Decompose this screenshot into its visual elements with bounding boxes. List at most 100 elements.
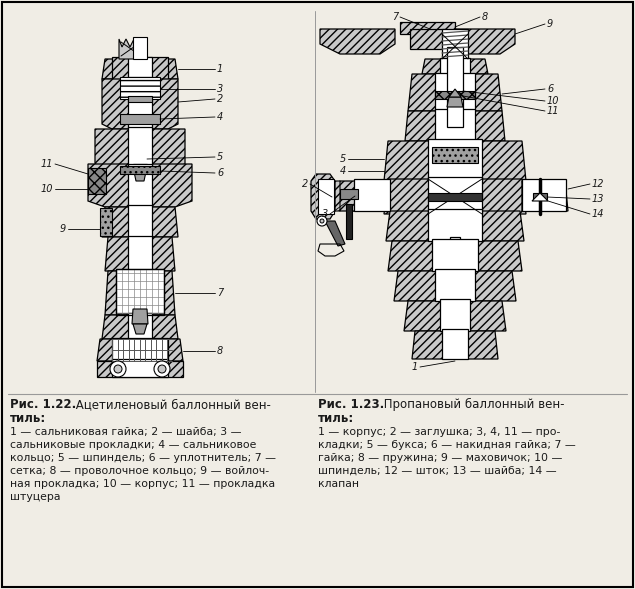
- Text: 8: 8: [482, 12, 488, 22]
- Polygon shape: [388, 241, 522, 271]
- Bar: [116, 269, 164, 313]
- Bar: [450, 237, 460, 309]
- Polygon shape: [522, 181, 568, 211]
- Text: 3: 3: [217, 84, 224, 94]
- Circle shape: [317, 216, 327, 226]
- Polygon shape: [440, 29, 515, 54]
- Bar: [354, 179, 390, 211]
- Bar: [100, 208, 112, 236]
- Bar: [432, 147, 478, 163]
- Bar: [435, 91, 475, 99]
- Bar: [88, 168, 106, 194]
- Text: 1 — сальниковая гайка; 2 — шайба; 3 —: 1 — сальниковая гайка; 2 — шайба; 3 —: [10, 427, 241, 437]
- Circle shape: [320, 219, 324, 223]
- Polygon shape: [102, 315, 178, 339]
- Polygon shape: [334, 181, 355, 211]
- Text: тиль:: тиль:: [10, 412, 46, 425]
- Text: Пропановый баллонный вен-: Пропановый баллонный вен-: [380, 398, 565, 411]
- Bar: [428, 139, 482, 181]
- Bar: [112, 359, 168, 377]
- Text: 7: 7: [217, 288, 224, 298]
- Polygon shape: [532, 193, 548, 201]
- Bar: [120, 166, 160, 174]
- Circle shape: [110, 361, 126, 377]
- Text: Рис. 1.22.: Рис. 1.22.: [10, 398, 76, 411]
- Bar: [447, 47, 463, 127]
- Text: 9: 9: [547, 19, 553, 29]
- Polygon shape: [405, 111, 505, 141]
- Bar: [428, 209, 482, 241]
- Text: 5: 5: [217, 152, 224, 162]
- Polygon shape: [105, 237, 175, 271]
- Polygon shape: [132, 309, 148, 324]
- Polygon shape: [352, 181, 388, 211]
- Text: 5: 5: [340, 154, 346, 164]
- Bar: [410, 29, 445, 49]
- Text: гайка; 8 — пружина; 9 — маховичок; 10 —: гайка; 8 — пружина; 9 — маховичок; 10 —: [318, 453, 563, 463]
- Circle shape: [154, 361, 170, 377]
- Polygon shape: [133, 167, 147, 181]
- Polygon shape: [384, 141, 526, 181]
- Bar: [128, 164, 152, 207]
- Text: штуцера: штуцера: [10, 492, 60, 502]
- Text: 13: 13: [592, 194, 605, 204]
- Bar: [128, 127, 152, 169]
- Polygon shape: [422, 59, 488, 74]
- Bar: [428, 193, 482, 201]
- Bar: [133, 37, 147, 59]
- Bar: [120, 77, 160, 99]
- Text: 12: 12: [592, 179, 605, 189]
- Text: 6: 6: [547, 84, 553, 94]
- Text: 4: 4: [217, 112, 224, 122]
- Text: шпиндель; 12 — шток; 13 — шайба; 14 —: шпиндель; 12 — шток; 13 — шайба; 14 —: [318, 466, 557, 476]
- Polygon shape: [97, 339, 183, 361]
- Bar: [400, 22, 455, 34]
- Polygon shape: [102, 207, 178, 237]
- Text: тиль:: тиль:: [318, 412, 354, 425]
- Polygon shape: [384, 179, 526, 214]
- Bar: [432, 239, 478, 271]
- Polygon shape: [311, 174, 335, 219]
- Text: Рис. 1.23.: Рис. 1.23.: [318, 398, 384, 411]
- Bar: [112, 57, 168, 79]
- Text: 6: 6: [217, 168, 224, 178]
- Polygon shape: [119, 39, 142, 59]
- Bar: [340, 189, 358, 199]
- Polygon shape: [102, 59, 178, 79]
- Bar: [128, 205, 152, 237]
- Text: 3: 3: [322, 209, 328, 219]
- Polygon shape: [404, 301, 506, 331]
- Bar: [435, 109, 475, 141]
- Polygon shape: [88, 164, 192, 207]
- Circle shape: [114, 365, 122, 373]
- Text: сальниковые прокладки; 4 — сальниковое: сальниковые прокладки; 4 — сальниковое: [10, 440, 257, 450]
- Text: 2: 2: [302, 179, 308, 189]
- Text: 2: 2: [217, 94, 224, 104]
- Bar: [346, 204, 352, 239]
- Bar: [128, 57, 152, 99]
- Polygon shape: [97, 361, 183, 377]
- Polygon shape: [133, 324, 147, 334]
- Polygon shape: [394, 271, 516, 301]
- Bar: [128, 313, 152, 339]
- Bar: [128, 96, 152, 102]
- Text: кладки; 5 — букса; 6 — накидная гайка; 7 —: кладки; 5 — букса; 6 — накидная гайка; 7…: [318, 440, 576, 450]
- Bar: [318, 179, 334, 214]
- Text: 11: 11: [547, 106, 559, 116]
- Polygon shape: [95, 129, 185, 169]
- Bar: [442, 329, 468, 359]
- Polygon shape: [102, 79, 178, 129]
- Polygon shape: [328, 181, 340, 211]
- Bar: [440, 58, 470, 74]
- Bar: [435, 73, 475, 111]
- Bar: [112, 338, 168, 361]
- Bar: [533, 193, 547, 199]
- Polygon shape: [447, 97, 463, 107]
- Text: 10: 10: [41, 184, 53, 194]
- Polygon shape: [105, 271, 175, 315]
- Text: кольцо; 5 — шпиндель; 6 — уплотнитель; 7 —: кольцо; 5 — шпиндель; 6 — уплотнитель; 7…: [10, 453, 276, 463]
- Text: 9: 9: [60, 224, 66, 234]
- Polygon shape: [408, 74, 502, 111]
- Bar: [440, 299, 470, 331]
- Text: 8: 8: [217, 346, 224, 356]
